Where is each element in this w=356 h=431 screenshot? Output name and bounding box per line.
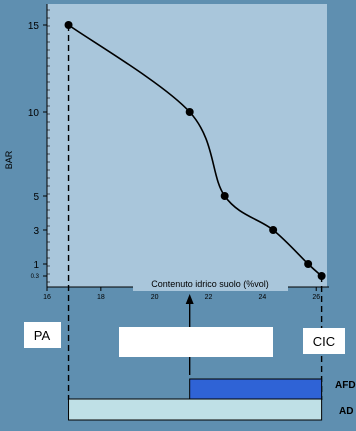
y-tick-label: 3 — [33, 226, 39, 237]
data-point — [269, 226, 278, 234]
plot-area — [47, 4, 327, 287]
pa-box — [24, 322, 61, 348]
data-point — [220, 192, 229, 200]
afd-bar — [189, 378, 323, 400]
x-tick-label: 16 — [43, 294, 51, 301]
ad-label: AD — [339, 406, 353, 417]
y-tick-label: 10 — [28, 108, 40, 119]
blank-label-box — [119, 327, 273, 357]
x-tick-label: 18 — [97, 294, 105, 301]
afd-label: AFD — [335, 380, 356, 391]
x-tick-label: 24 — [258, 294, 266, 301]
y-tick-label: 15 — [28, 21, 40, 32]
cic-label: CIC — [313, 334, 335, 349]
x-tick-label: 26 — [312, 294, 320, 301]
x-axis-label: Contenuto idrico suolo (%vol) — [151, 279, 269, 289]
data-point — [185, 108, 194, 116]
y-tick-label: 5 — [33, 192, 39, 203]
ad-bar — [68, 398, 323, 421]
y-tick-label: 1 — [33, 260, 39, 271]
cic-box — [303, 328, 345, 354]
arrow-head — [185, 294, 194, 304]
x-tick-label: 22 — [205, 294, 213, 301]
data-point — [304, 260, 313, 268]
y-axis-label: BAR — [4, 150, 14, 169]
x-label-background — [133, 277, 288, 291]
y-tick-label: 0.3 — [31, 274, 40, 280]
pa-label: PA — [34, 328, 51, 343]
x-tick-label: 20 — [151, 294, 159, 301]
